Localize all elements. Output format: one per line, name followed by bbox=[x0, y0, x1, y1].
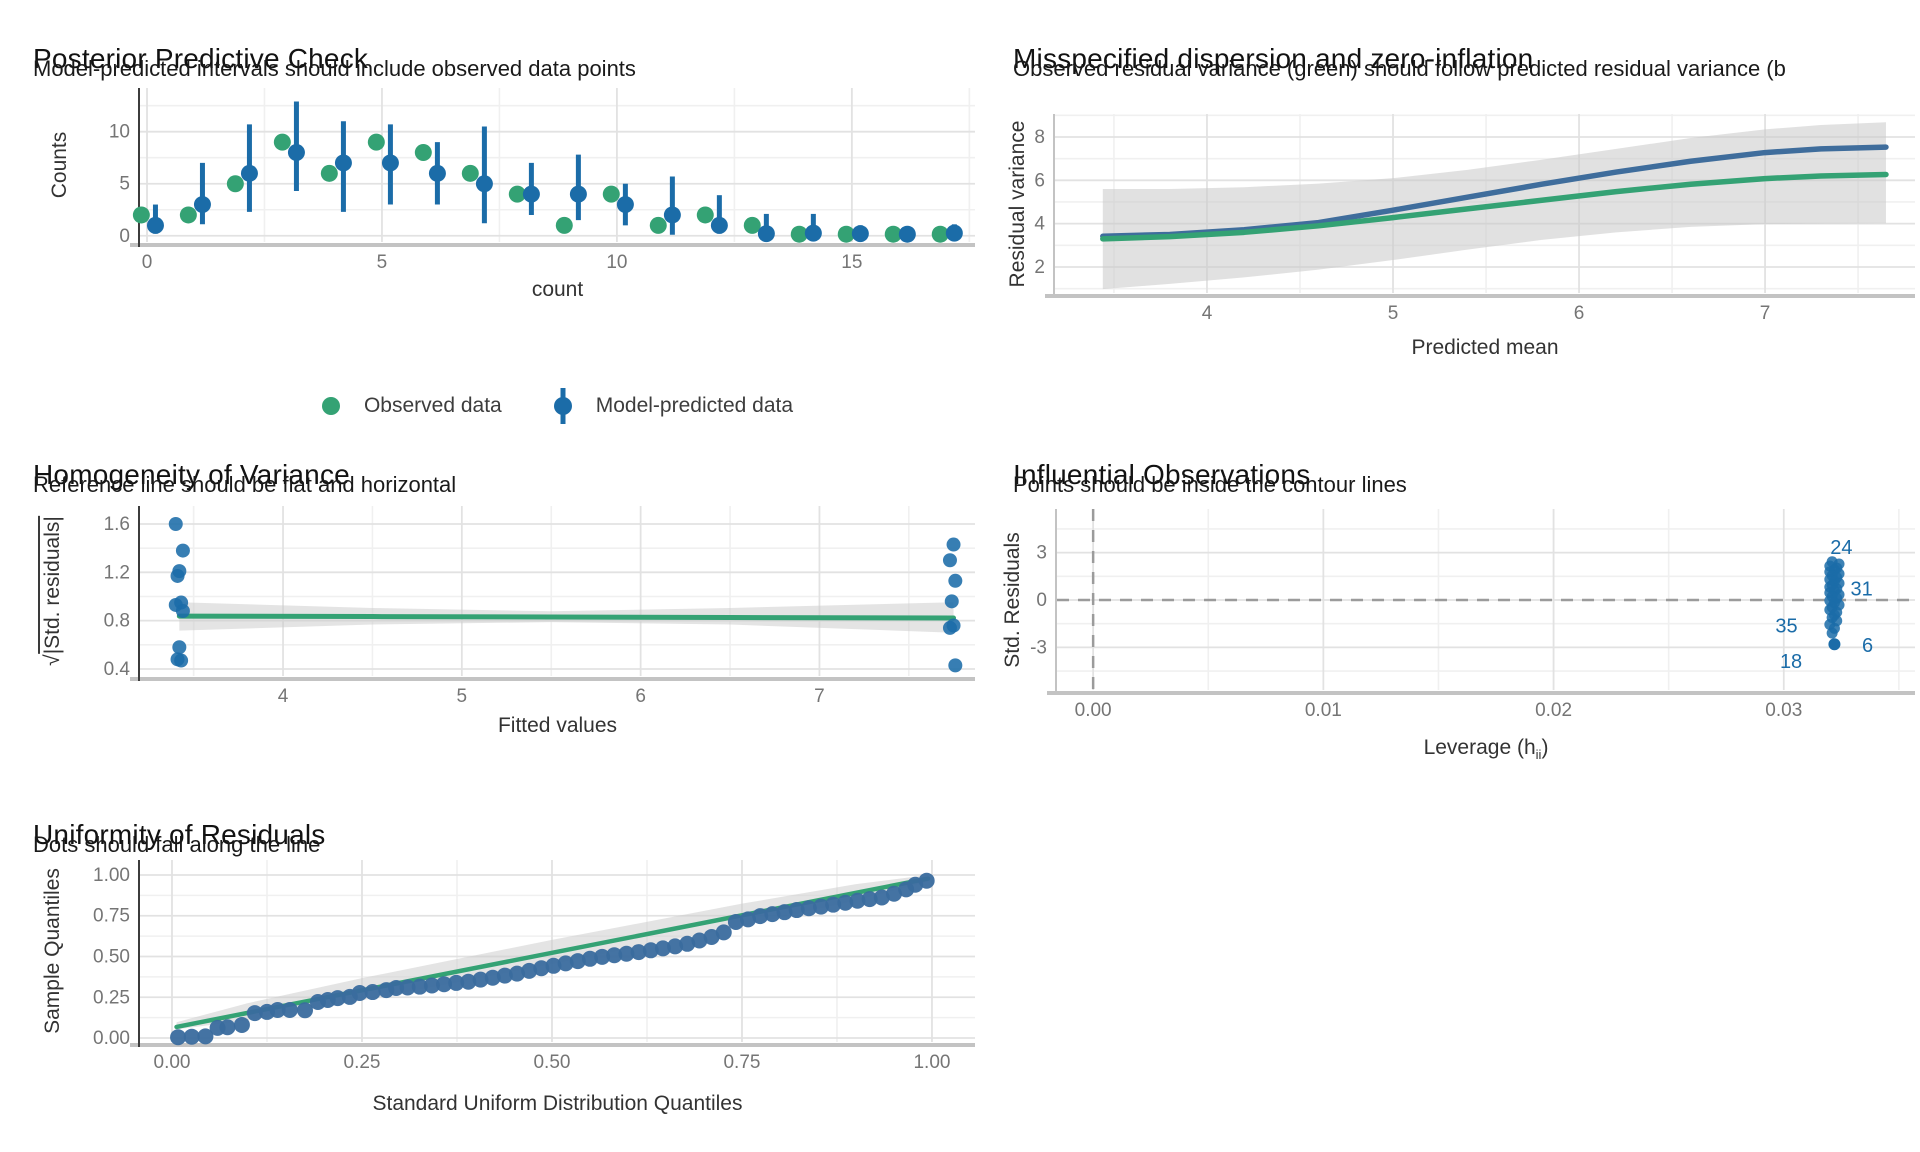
legend-item-model-predicted: Model-predicted data bbox=[553, 388, 794, 424]
svg-text:0.75: 0.75 bbox=[723, 1052, 760, 1073]
svg-text:0.4: 0.4 bbox=[104, 659, 131, 680]
svg-text:0: 0 bbox=[1036, 590, 1047, 611]
legend-label: Observed data bbox=[363, 394, 502, 417]
panel-influential-observations: Influential Observations Points should b… bbox=[1001, 432, 1920, 777]
x-axis-label: Predicted mean bbox=[1411, 336, 1559, 359]
panel-title: Influential Observations bbox=[1013, 459, 1311, 491]
x-axis-label: count bbox=[531, 278, 584, 301]
legend: Observed data Model-predicted data bbox=[140, 388, 975, 424]
panel-subtitle: Dots should fall along the line bbox=[33, 832, 321, 857]
svg-text:-3: -3 bbox=[1030, 637, 1047, 658]
svg-text:0: 0 bbox=[142, 252, 153, 273]
tick-labels: 0.00 0.01 0.02 0.03 -3 0 3 bbox=[1030, 543, 1802, 721]
panel-subtitle: Observed residual variance (green) shoul… bbox=[1013, 56, 1786, 81]
svg-text:1.2: 1.2 bbox=[104, 562, 130, 583]
svg-text:7: 7 bbox=[1760, 303, 1771, 324]
dispersion-plot: 4 5 6 7 2 4 6 8 bbox=[1034, 114, 1915, 324]
svg-text:7: 7 bbox=[814, 686, 825, 707]
gridlines bbox=[140, 506, 975, 676]
svg-text:1.00: 1.00 bbox=[93, 865, 130, 886]
model-predicted-pointrange-icon bbox=[553, 388, 572, 424]
svg-text:0.01: 0.01 bbox=[1305, 700, 1342, 721]
svg-text:6: 6 bbox=[635, 686, 646, 707]
tick-labels: 0 5 10 15 0 5 10 bbox=[109, 122, 863, 273]
gridlines bbox=[140, 88, 975, 242]
panel-title: Posterior Predictive Check bbox=[33, 43, 369, 75]
svg-text:0.02: 0.02 bbox=[1535, 700, 1572, 721]
svg-text:0.8: 0.8 bbox=[104, 611, 130, 632]
x-axis-label: Leverage (hii) bbox=[1423, 736, 1549, 763]
homogeneity-plot: 4 5 6 7 0.4 0.8 1.2 1.6 bbox=[104, 506, 975, 707]
svg-text:24: 24 bbox=[1830, 537, 1852, 559]
svg-text:5: 5 bbox=[377, 252, 388, 273]
svg-text:4: 4 bbox=[278, 686, 289, 707]
panel-uniformity-of-residuals: Uniformity of Residuals Dots should fall… bbox=[33, 792, 978, 1152]
svg-text:6: 6 bbox=[1574, 303, 1585, 324]
influence-plot: 24 31 35 6 18 0.00 0.01 0.02 0.03 -3 0 3 bbox=[1030, 509, 1915, 721]
panel-subtitle: Model-predicted intervals should include… bbox=[33, 56, 636, 81]
panel-homogeneity-of-variance: Homogeneity of Variance Reference line s… bbox=[33, 432, 978, 762]
panel-subtitle: Reference line should be flat and horizo… bbox=[33, 472, 457, 497]
svg-text:31: 31 bbox=[1851, 579, 1873, 601]
svg-text:0: 0 bbox=[119, 226, 130, 247]
svg-text:0.00: 0.00 bbox=[154, 1052, 191, 1073]
svg-text:18: 18 bbox=[1780, 651, 1802, 673]
svg-text:1.00: 1.00 bbox=[913, 1052, 950, 1073]
svg-text:0.00: 0.00 bbox=[1075, 700, 1112, 721]
panel-title: Uniformity of Residuals bbox=[33, 819, 326, 851]
svg-text:5: 5 bbox=[119, 174, 130, 195]
svg-text:5: 5 bbox=[457, 686, 468, 707]
series bbox=[1100, 122, 1889, 290]
svg-text:0.03: 0.03 bbox=[1765, 700, 1802, 721]
svg-text:2: 2 bbox=[1034, 257, 1045, 278]
svg-text:10: 10 bbox=[109, 122, 130, 143]
svg-text:6: 6 bbox=[1862, 635, 1873, 657]
panel-title: Homogeneity of Variance bbox=[33, 459, 350, 491]
panel-subtitle: Points should be inside the contour line… bbox=[1013, 472, 1407, 497]
x-axis-label: Fitted values bbox=[497, 714, 618, 737]
uniformity-plot: 0.00 0.25 0.50 0.75 1.00 0.00 0.25 0.50 0.75 1.00 bbox=[93, 860, 975, 1073]
gridlines bbox=[1057, 509, 1915, 690]
panel-title: Misspecified dispersion and zero-inflati… bbox=[1013, 43, 1534, 75]
svg-text:1.6: 1.6 bbox=[104, 514, 130, 535]
legend-label: Model-predicted data bbox=[595, 394, 794, 417]
series bbox=[168, 517, 963, 673]
svg-text:0.50: 0.50 bbox=[533, 1052, 570, 1073]
svg-text:35: 35 bbox=[1775, 616, 1797, 638]
tick-labels: 4 5 6 7 2 4 6 8 bbox=[1034, 127, 1770, 324]
series bbox=[170, 872, 935, 1046]
svg-text:0.50: 0.50 bbox=[93, 947, 130, 968]
svg-text:8: 8 bbox=[1034, 127, 1045, 148]
svg-text:10: 10 bbox=[606, 252, 627, 273]
ppc-plot: 0 5 10 15 0 5 10 bbox=[109, 88, 975, 273]
svg-text:0.25: 0.25 bbox=[93, 987, 130, 1008]
legend-item-observed: Observed data bbox=[321, 394, 502, 418]
series bbox=[132, 101, 963, 243]
svg-text:4: 4 bbox=[1034, 214, 1045, 235]
x-axis-label: Standard Uniform Distribution Quantiles bbox=[372, 1092, 743, 1115]
svg-text:15: 15 bbox=[841, 252, 862, 273]
panel-posterior-predictive-check: Posterior Predictive Check Model-predict… bbox=[33, 16, 978, 428]
svg-text:5: 5 bbox=[1388, 303, 1399, 324]
svg-text:4: 4 bbox=[1202, 303, 1213, 324]
tick-labels: 0.00 0.25 0.50 0.75 1.00 0.00 0.25 0.50 0.75 1.00 bbox=[93, 865, 950, 1073]
panel-misspecified-dispersion: Misspecified dispersion and zero-inflati… bbox=[1006, 16, 1920, 416]
series: 24 31 35 6 18 bbox=[1057, 509, 1915, 690]
svg-text:0.75: 0.75 bbox=[93, 906, 130, 927]
svg-text:3: 3 bbox=[1036, 543, 1047, 564]
svg-text:0.25: 0.25 bbox=[344, 1052, 381, 1073]
svg-text:0.00: 0.00 bbox=[93, 1028, 130, 1049]
tick-labels: 4 5 6 7 0.4 0.8 1.2 1.6 bbox=[104, 514, 825, 707]
observed-data-point-icon bbox=[321, 397, 340, 415]
svg-text:6: 6 bbox=[1034, 170, 1045, 191]
